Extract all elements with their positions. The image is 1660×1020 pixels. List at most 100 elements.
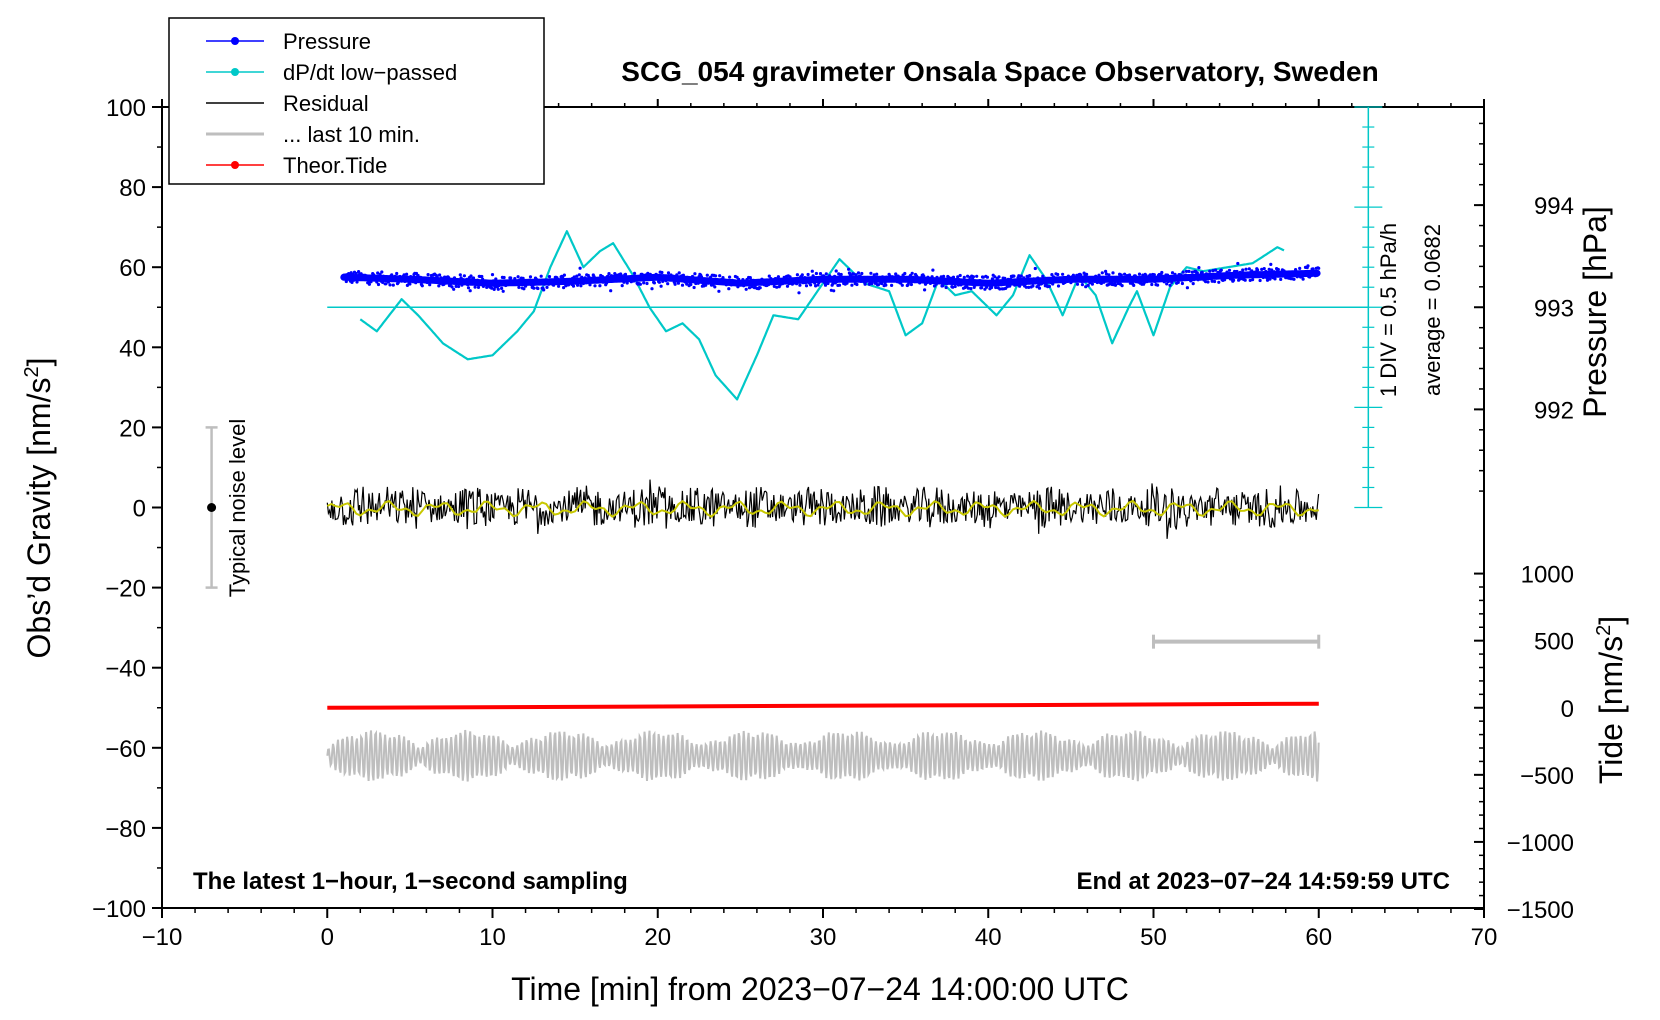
pressure-point — [852, 272, 856, 276]
pressure-point — [562, 273, 567, 277]
pressure-point — [528, 275, 533, 279]
pressure-point — [969, 287, 973, 291]
pressure-point — [1198, 274, 1202, 278]
pressure-point — [437, 284, 441, 288]
pressure-point — [771, 281, 776, 285]
chart-title: SCG_054 gravimeter Onsala Space Observat… — [621, 56, 1378, 87]
pressure-point — [1018, 277, 1023, 281]
pressure-point — [1309, 273, 1313, 277]
pressure-point — [416, 273, 420, 278]
pressure-point — [466, 286, 471, 290]
pressure-point — [470, 279, 474, 283]
pressure-point — [956, 283, 961, 287]
pressure-point — [1206, 280, 1210, 284]
pressure-point — [671, 274, 676, 278]
pressure-point — [967, 278, 971, 282]
pressure-point — [556, 277, 560, 282]
pressure-point — [899, 281, 903, 285]
pressure-point — [944, 285, 948, 290]
pressure-point — [393, 274, 397, 278]
pressure-point — [1210, 279, 1214, 283]
pressure-point — [576, 279, 581, 284]
pressure-point — [552, 279, 557, 283]
pressure-point — [910, 271, 914, 275]
pressure-point — [654, 272, 658, 276]
pressure-point — [1028, 274, 1032, 278]
pressure-point — [880, 281, 884, 286]
x-tick-label: 30 — [810, 924, 837, 951]
pressure-point — [1051, 282, 1055, 286]
pressure-point — [922, 274, 926, 278]
pressure-point — [642, 281, 646, 285]
tide-axis: −1500 −1000 −500 0 500 1000 — [1474, 562, 1574, 924]
pressure-point — [1009, 277, 1013, 281]
pressure-point — [866, 276, 871, 280]
pressure-point — [347, 272, 351, 276]
pressure-point — [1170, 280, 1174, 284]
pressure-point — [800, 273, 804, 277]
pressure-point — [1211, 269, 1215, 273]
pressure-point — [1027, 285, 1031, 289]
pressure-point — [676, 281, 681, 285]
pressure-point — [912, 276, 916, 280]
pressure-point — [957, 278, 961, 282]
last-10-min-bar — [1152, 634, 1321, 649]
pressure-point — [1055, 276, 1059, 280]
pressure-point — [746, 279, 750, 283]
pressure-point — [481, 277, 485, 281]
pressure-point — [545, 285, 549, 289]
pressure-point — [741, 278, 745, 282]
pressure-point — [1024, 285, 1028, 289]
pressure-point — [962, 275, 966, 279]
pressure-point — [593, 284, 597, 288]
pressure-point — [1247, 267, 1251, 271]
pressure-point — [850, 283, 854, 287]
pressure-point — [1170, 271, 1175, 275]
pressure-point — [443, 281, 447, 285]
dpdt-average-label: average = 0.0682 — [1420, 224, 1445, 396]
pressure-point — [693, 272, 697, 276]
pressure-point — [622, 280, 626, 284]
pressure-point — [869, 271, 873, 275]
pressure-point — [1008, 284, 1012, 288]
pressure-point — [720, 280, 724, 284]
x-axis: −10 0 10 20 30 40 50 60 70 — [142, 99, 1497, 951]
pressure-point — [831, 282, 835, 286]
pressure-point — [1004, 282, 1009, 286]
y-tick-label: 0 — [133, 496, 146, 523]
pressure-point — [956, 275, 960, 279]
pressure-point — [476, 285, 481, 289]
pressure-point — [547, 282, 551, 286]
pressure-point — [945, 282, 949, 286]
x-tick-label: 40 — [975, 924, 1002, 951]
pressure-point — [936, 278, 940, 282]
pressure-point — [583, 276, 587, 280]
x-tick-label: 10 — [479, 924, 506, 951]
pressure-point — [844, 279, 848, 283]
tide-tick-label: 500 — [1534, 629, 1574, 656]
pressure-point — [388, 283, 392, 287]
pressure-point — [896, 274, 900, 278]
pressure-point — [1028, 277, 1032, 281]
pressure-point — [609, 289, 613, 293]
pressure-point — [1185, 286, 1189, 290]
tide-tick-label: −500 — [1520, 763, 1574, 790]
pressure-point — [1165, 273, 1170, 277]
pressure-point — [975, 274, 979, 278]
pressure-point — [378, 272, 382, 276]
tide-tick-label: −1000 — [1507, 830, 1574, 857]
pressure-point — [704, 277, 709, 281]
pressure-point — [714, 274, 718, 278]
pressure-point — [870, 282, 874, 286]
pressure-point — [457, 284, 461, 289]
y-tick-label: 20 — [119, 415, 146, 442]
pressure-point — [1262, 267, 1266, 271]
pressure-point — [607, 272, 611, 276]
pressure-point — [400, 279, 404, 283]
pressure-point — [354, 271, 358, 276]
pressure-point — [519, 281, 523, 285]
pressure-point — [839, 272, 843, 277]
pressure-point — [876, 283, 881, 287]
pressure-point — [1023, 282, 1027, 286]
pressure-point — [633, 271, 637, 275]
